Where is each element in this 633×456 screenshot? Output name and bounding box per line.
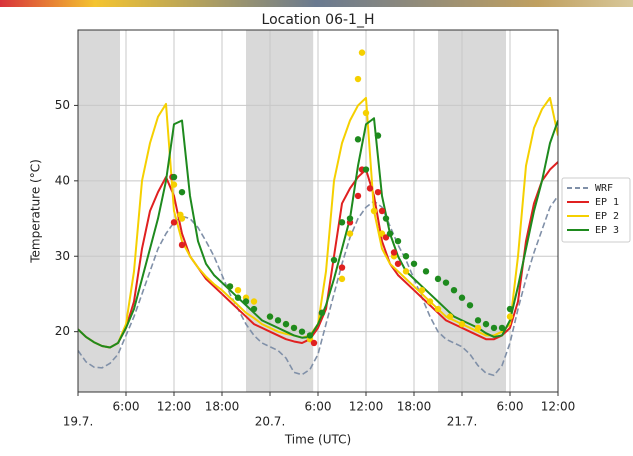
y-tick-label: 30	[55, 249, 70, 263]
observation-point	[290, 324, 298, 332]
y-tick-label: 40	[55, 173, 70, 187]
observation-point	[318, 309, 326, 317]
observation-point	[446, 313, 454, 320]
observation-point	[266, 313, 274, 320]
observation-point	[482, 320, 490, 328]
x-tick-label: 6:00	[497, 400, 524, 414]
observation-point	[170, 219, 178, 226]
legend-label: WRF	[595, 183, 613, 194]
legend: WRF EP 1 EP 2 EP 3	[561, 177, 631, 243]
x-tick-label: 21.7.	[447, 415, 478, 429]
observation-point	[330, 256, 338, 264]
observation-point	[506, 305, 514, 313]
plot-area	[78, 30, 558, 392]
x-tick-label: 12:00	[157, 400, 192, 414]
observation-point	[358, 49, 366, 56]
observation-point	[378, 230, 386, 237]
observation-point	[226, 283, 234, 290]
observation-point	[250, 305, 258, 313]
observation-point	[306, 332, 314, 339]
observation-point	[498, 324, 506, 332]
observation-point	[466, 302, 474, 309]
observation-point	[434, 275, 442, 283]
observation-point	[310, 339, 318, 347]
x-tick-label: 12:00	[541, 400, 576, 414]
observation-point	[338, 219, 346, 226]
observation-point	[378, 207, 386, 215]
observation-point	[402, 253, 410, 260]
series-line	[78, 195, 558, 377]
x-tick-label: 20.7.	[255, 415, 286, 429]
observation-point	[170, 173, 178, 181]
observation-point	[450, 286, 458, 294]
observation-point	[374, 188, 382, 196]
observation-point	[354, 75, 362, 83]
observation-point	[474, 317, 482, 324]
observation-point	[474, 324, 482, 332]
observation-point	[354, 136, 362, 143]
observation-point	[426, 298, 434, 305]
observation-point	[490, 324, 498, 332]
series-line	[78, 161, 558, 349]
observation-point	[422, 268, 430, 275]
x-tick-label: 18:00	[397, 400, 432, 414]
observation-point	[394, 260, 402, 267]
observation-point	[178, 241, 186, 249]
observation-point	[370, 207, 378, 215]
observation-point	[410, 260, 418, 267]
legend-label: EP 3	[595, 225, 619, 236]
observation-point	[338, 264, 346, 271]
y-tick-label: 20	[55, 324, 70, 338]
observation-point	[374, 132, 382, 139]
observation-point	[298, 328, 306, 335]
legend-label: EP 1	[595, 197, 619, 208]
observation-point	[234, 286, 242, 294]
observation-point	[178, 188, 186, 196]
observation-point	[362, 109, 370, 117]
x-tick-label: 12:00	[349, 400, 384, 414]
observation-point	[382, 215, 390, 222]
night-span	[78, 30, 120, 392]
x-tick-label: 6:00	[305, 400, 332, 414]
observation-point	[234, 294, 242, 301]
observation-point	[458, 320, 466, 328]
y-tick-label: 50	[55, 98, 70, 112]
observation-point	[282, 320, 290, 328]
observation-point	[382, 234, 390, 241]
observation-point	[346, 215, 354, 222]
plot-frame	[77, 29, 559, 393]
observation-point	[274, 317, 282, 324]
observation-point	[366, 185, 374, 192]
observation-point	[394, 237, 402, 245]
observation-point	[442, 279, 450, 286]
observation-point	[338, 275, 346, 283]
observation-point	[250, 298, 258, 305]
observation-point	[506, 313, 514, 320]
observation-point	[362, 166, 370, 173]
x-tick-label: 6:00	[113, 400, 140, 414]
banner-strip	[0, 0, 633, 7]
observation-point	[418, 286, 426, 294]
x-axis-label: Time (UTC)	[284, 433, 351, 447]
chart-title: Location 06-1_H	[262, 12, 375, 28]
observation-point	[242, 298, 250, 305]
observation-point	[458, 294, 466, 301]
observation-point	[402, 268, 410, 275]
observation-point	[390, 249, 398, 256]
observation-point	[170, 181, 178, 188]
legend-label: EP 2	[595, 211, 619, 222]
observation-point	[354, 192, 362, 200]
x-tick-label: 18:00	[205, 400, 240, 414]
observation-point	[434, 305, 442, 313]
observation-point	[386, 230, 394, 237]
legend-box	[561, 177, 631, 243]
x-tick-label: 19.7.	[63, 415, 94, 429]
y-axis-label: Temperature (°C)	[29, 159, 43, 264]
observation-point	[178, 215, 186, 222]
observation-point	[346, 230, 354, 237]
